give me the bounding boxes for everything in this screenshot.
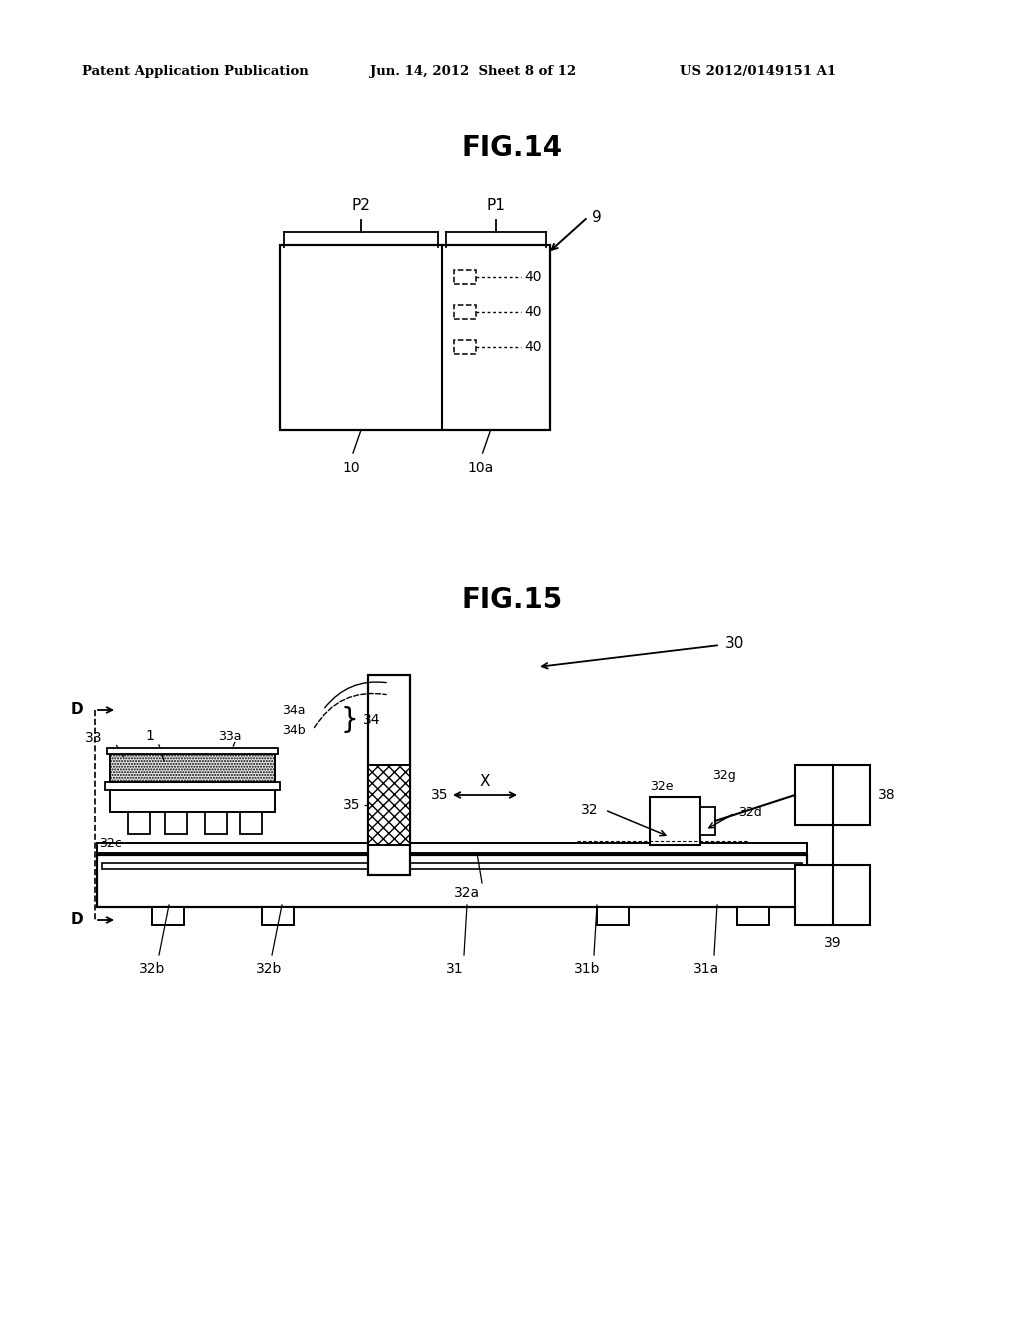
Bar (795, 766, 870, 825)
Text: 32b: 32b (256, 962, 283, 975)
Text: 35: 35 (342, 799, 360, 812)
Bar (110, 754, 275, 781)
Bar (165, 812, 187, 834)
Bar (700, 807, 715, 836)
Text: 32c: 32c (99, 837, 122, 850)
Text: 40: 40 (524, 341, 542, 354)
Text: Jun. 14, 2012  Sheet 8 of 12: Jun. 14, 2012 Sheet 8 of 12 (370, 66, 577, 78)
Text: 32b: 32b (139, 962, 165, 975)
Text: 32: 32 (581, 803, 598, 817)
Bar (368, 766, 410, 845)
Text: D: D (71, 702, 83, 718)
Bar (97, 843, 807, 853)
Bar (105, 781, 280, 789)
Text: X: X (480, 774, 490, 788)
Text: 34b: 34b (283, 723, 306, 737)
Bar (795, 865, 870, 925)
Text: P1: P1 (486, 198, 506, 214)
Text: 40: 40 (524, 305, 542, 319)
Text: P2: P2 (351, 198, 371, 214)
Bar (152, 907, 184, 925)
Text: 33: 33 (85, 731, 102, 744)
Bar (454, 341, 476, 354)
Text: 31b: 31b (573, 962, 600, 975)
Bar (597, 907, 629, 925)
Bar (368, 766, 410, 845)
Text: FIG.15: FIG.15 (462, 586, 562, 614)
Text: 34: 34 (362, 713, 381, 727)
Text: 33a: 33a (218, 730, 242, 742)
Bar (110, 789, 275, 812)
Text: 30: 30 (725, 635, 744, 651)
Bar (368, 675, 410, 875)
Text: 32a: 32a (454, 886, 480, 900)
Text: 31a: 31a (693, 962, 719, 975)
Bar (240, 812, 262, 834)
Bar (454, 271, 476, 284)
Text: 39: 39 (823, 936, 842, 950)
Text: }: } (340, 706, 358, 734)
Text: Patent Application Publication: Patent Application Publication (82, 66, 309, 78)
Bar (280, 246, 550, 430)
Text: FIG.14: FIG.14 (462, 135, 562, 162)
Text: 10: 10 (342, 461, 359, 475)
Text: 34a: 34a (283, 704, 306, 717)
Text: 9: 9 (592, 210, 602, 224)
Text: 32g: 32g (712, 768, 736, 781)
Bar (128, 812, 150, 834)
Text: D: D (71, 912, 83, 928)
Bar (737, 907, 769, 925)
Text: 31: 31 (446, 962, 464, 975)
Text: 32e: 32e (650, 780, 674, 793)
Bar (106, 748, 278, 754)
Bar (262, 907, 294, 925)
Text: 32d: 32d (738, 807, 762, 820)
Text: US 2012/0149151 A1: US 2012/0149151 A1 (680, 66, 837, 78)
Text: 40: 40 (524, 271, 542, 284)
Bar (650, 797, 700, 845)
Bar (205, 812, 227, 834)
Text: 10a: 10a (468, 461, 494, 475)
Bar (97, 855, 807, 907)
Text: 35: 35 (430, 788, 449, 803)
Bar (454, 305, 476, 319)
Text: 38: 38 (878, 788, 896, 803)
Text: 1: 1 (145, 729, 155, 743)
Bar (102, 863, 802, 869)
